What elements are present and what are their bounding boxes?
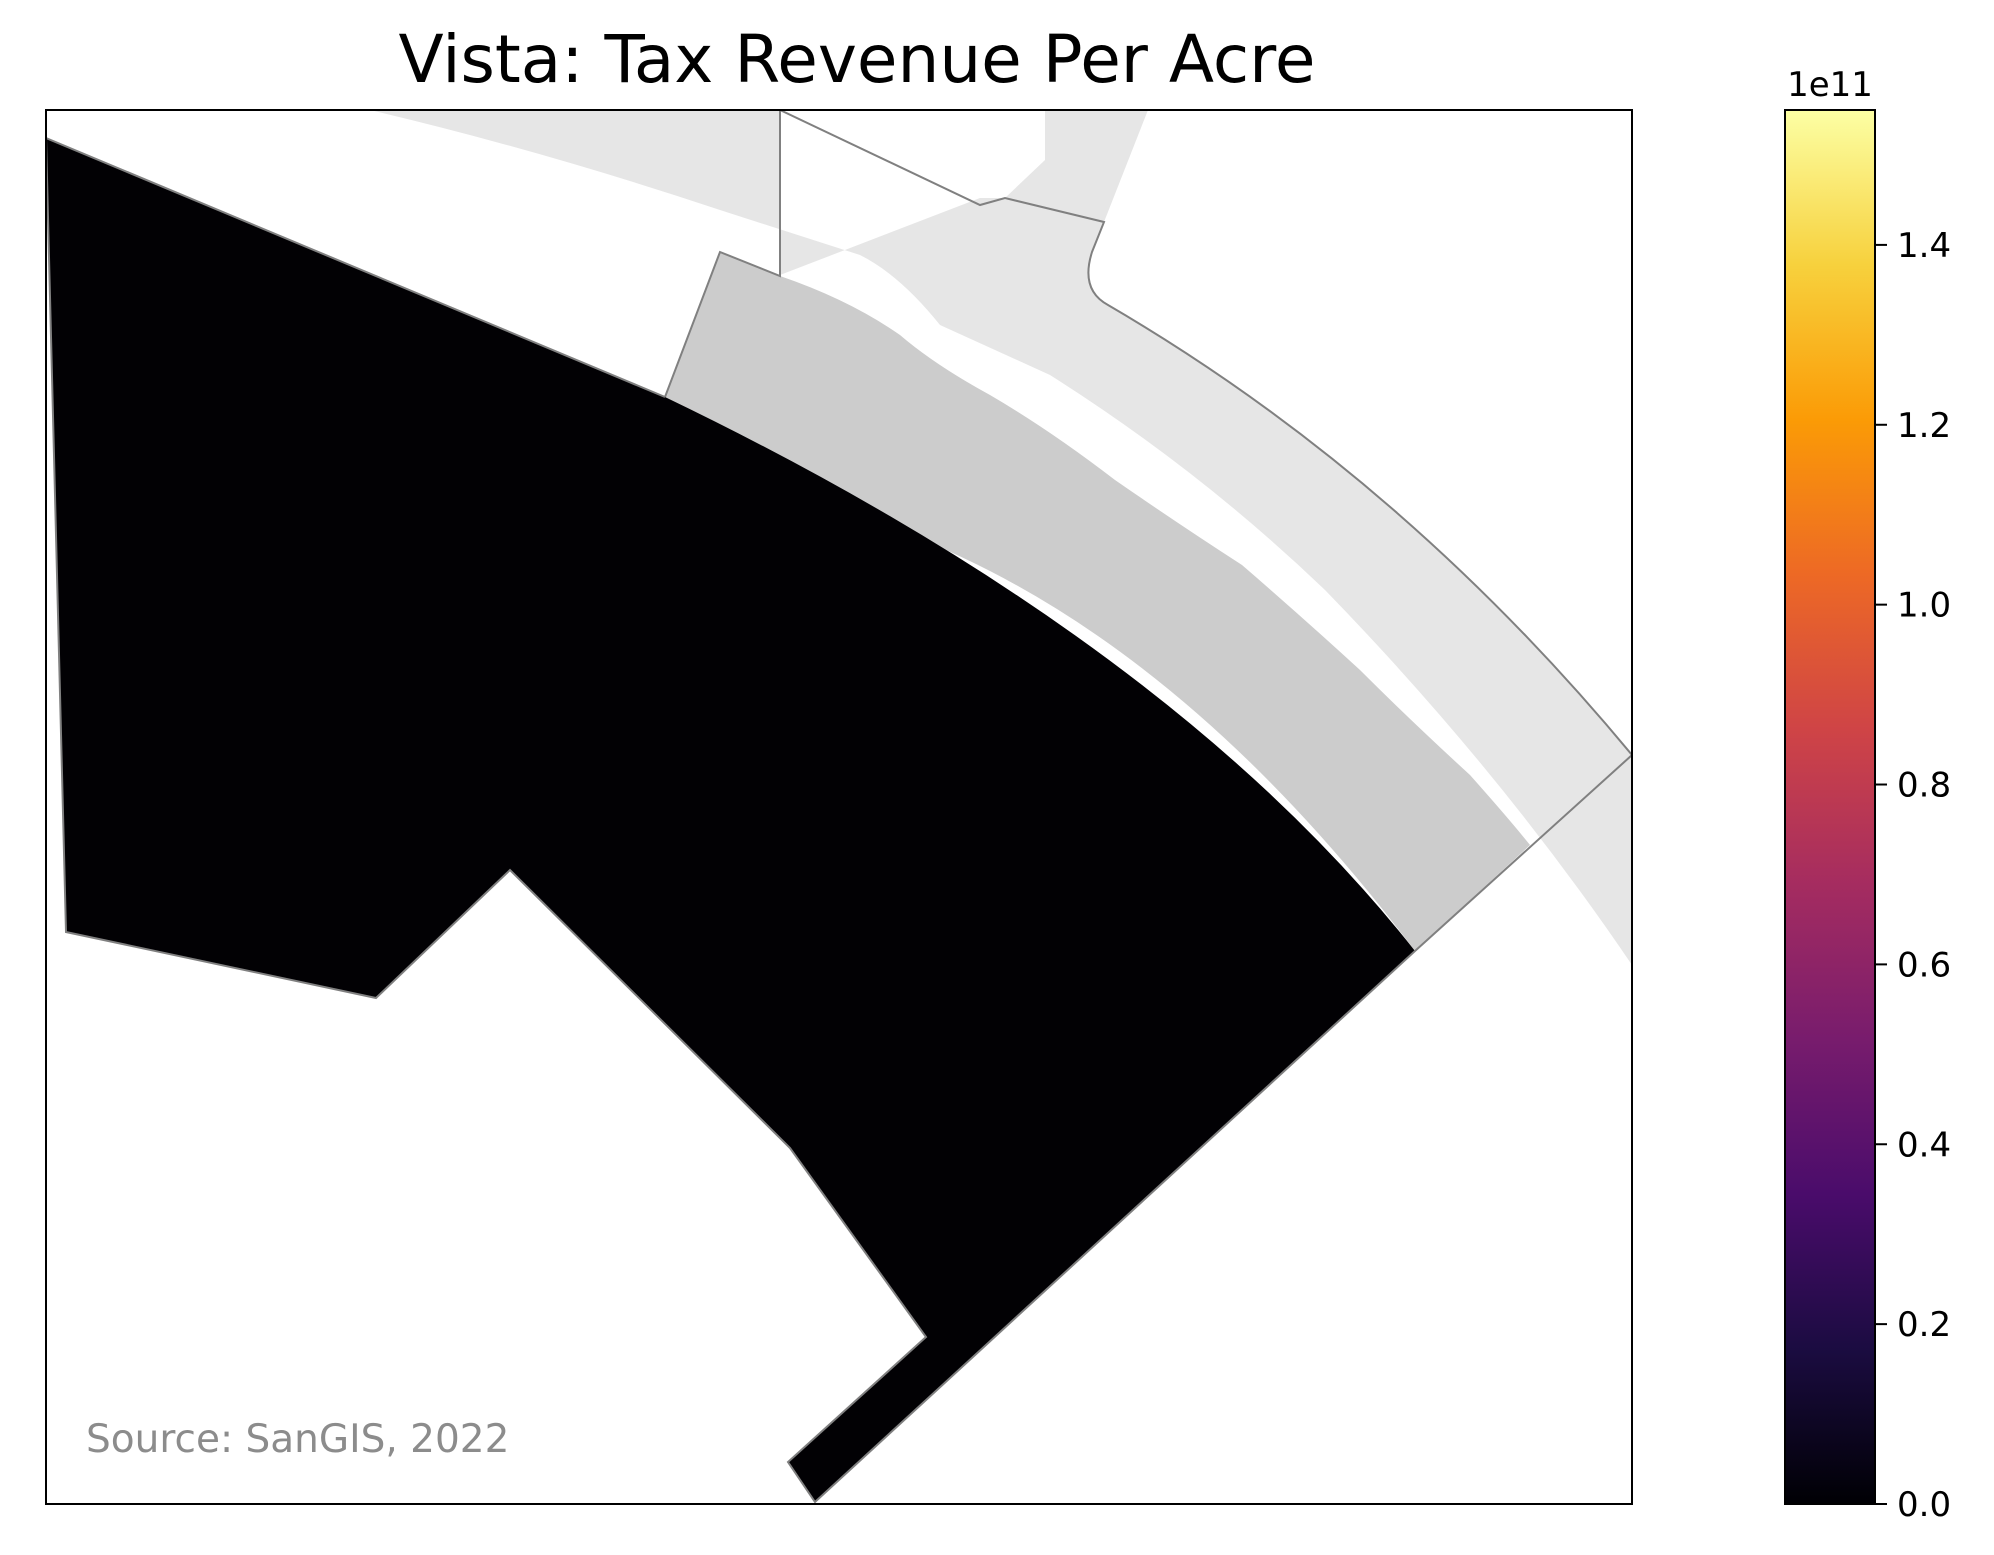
colorbar-tick-label: 0.6 — [1897, 945, 1951, 985]
map-frame — [45, 109, 1633, 1505]
colorbar-tick-label: 0.4 — [1897, 1125, 1951, 1165]
colorbar-tick-label: 1.2 — [1897, 406, 1951, 446]
colorbar-exponent: 1e11 — [1787, 65, 1873, 105]
colorbar-tick-label: 1.4 — [1897, 226, 1951, 266]
colorbar: 1e11 0.0 0.2 0.4 0.6 0.8 1.0 1.2 1.4 — [1784, 65, 1951, 1525]
colorbar-tick-label: 0.8 — [1897, 766, 1951, 806]
parcel-no-data — [665, 252, 1530, 951]
colorbar-gradient — [1784, 109, 1876, 1505]
boundary-line — [779, 110, 1632, 756]
parcel-boundaries — [46, 110, 1632, 1504]
map-title: Vista: Tax Revenue Per Acre — [399, 21, 1316, 98]
boundary-line — [664, 110, 781, 398]
map-area — [46, 110, 1632, 1502]
colorbar-ticks: 0.0 0.2 0.4 0.6 0.8 1.0 1.2 1.4 — [1875, 226, 1951, 1525]
source-note: Source: SanGIS, 2022 — [86, 1417, 509, 1462]
colorbar-tick-label: 0.2 — [1897, 1305, 1951, 1345]
colorbar-tick-label: 1.0 — [1897, 586, 1951, 626]
boundary-line — [46, 137, 1632, 1504]
parcel-main — [46, 138, 1415, 1502]
boundary-line — [46, 137, 666, 398]
colorbar-tick-label: 0.0 — [1897, 1485, 1951, 1525]
road-corridor — [370, 110, 1632, 965]
